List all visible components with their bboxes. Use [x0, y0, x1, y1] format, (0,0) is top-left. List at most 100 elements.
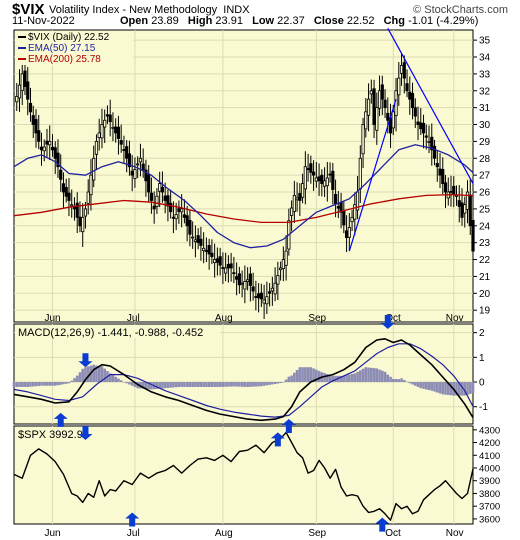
macd-histogram-bar: [51, 382, 54, 386]
macd-histogram-bar: [444, 382, 447, 395]
candle-body: [89, 174, 93, 196]
macd-histogram-bar: [284, 379, 288, 383]
macd-histogram-bar: [177, 382, 181, 387]
trendline: [348, 99, 397, 252]
macd-histogram-bar: [433, 382, 436, 392]
candle-body: [125, 146, 129, 159]
candle-body: [103, 119, 107, 128]
macd-histogram-bar: [262, 382, 266, 386]
candle-body: [119, 140, 123, 145]
candle-body: [196, 235, 200, 244]
macd-histogram-bar: [468, 382, 472, 394]
candle-body: [50, 146, 55, 151]
candle-body: [174, 214, 178, 220]
candle-body: [235, 276, 239, 280]
candle-body: [207, 244, 211, 255]
candle-body: [39, 146, 44, 151]
y-tick-label: 1: [479, 353, 485, 364]
macd-histogram-bar: [312, 368, 315, 383]
candle-body: [369, 90, 373, 95]
candle-body: [149, 192, 154, 201]
candle-body: [430, 136, 434, 151]
candle-body: [15, 95, 19, 103]
legend-label: $VIX (Daily) 22.52: [28, 32, 110, 43]
x-tick-label-bottom: Sep: [308, 528, 326, 539]
macd-histogram-bar: [95, 365, 98, 383]
macd-histogram-bar: [298, 367, 302, 383]
x-tick-label-top: Nov: [446, 313, 464, 324]
candle-body: [350, 216, 354, 223]
candle-body: [163, 195, 167, 201]
candle-body: [182, 214, 187, 218]
candle-body: [224, 267, 228, 274]
macd-histogram-bar: [86, 366, 90, 383]
candle-body: [133, 169, 137, 179]
candle-body: [309, 163, 313, 173]
macd-histogram-bar: [372, 368, 376, 383]
candle-body: [427, 140, 431, 143]
candle-body: [344, 230, 349, 239]
candle-body: [438, 168, 442, 176]
candle-body: [259, 292, 263, 300]
macd-histogram-bar: [158, 382, 161, 389]
candle-body: [53, 147, 57, 159]
candle-body: [284, 250, 288, 266]
macd-histogram-bar: [309, 367, 313, 383]
candle-body: [443, 182, 448, 193]
candle-body: [31, 115, 35, 125]
candle-body: [28, 102, 33, 113]
macd-histogram-bar: [34, 382, 38, 387]
macd-histogram-bar: [383, 371, 387, 383]
macd-histogram-bar: [210, 382, 214, 387]
macd-histogram-bar: [130, 382, 134, 386]
instrument-name: Volatility Index - New Methodology INDX: [49, 4, 250, 16]
macd-histogram-bar: [185, 382, 189, 387]
candle-body: [78, 216, 82, 227]
candle-body: [471, 219, 475, 252]
candle-body: [75, 202, 79, 218]
candle-body: [177, 208, 181, 213]
candle-body: [204, 250, 208, 252]
macd-histogram-bar: [70, 380, 74, 383]
candle-body: [279, 267, 283, 271]
candle-body: [180, 208, 184, 213]
y-tick-label: 31: [479, 103, 491, 114]
candle-body: [251, 286, 255, 292]
y-tick-label: 27: [479, 171, 491, 182]
macd-histogram-bar: [174, 382, 178, 388]
candle-body: [116, 126, 121, 139]
macd-histogram-bar: [331, 375, 335, 383]
macd-histogram-bar: [389, 376, 392, 383]
candle-body: [452, 185, 456, 195]
macd-legend-label: MACD(12,26,9) -1.441, -0.988, -0.452: [18, 327, 203, 339]
macd-histogram-bar: [295, 369, 299, 383]
candle-body: [67, 192, 71, 201]
candle-body: [70, 204, 74, 207]
candle-body: [202, 247, 206, 252]
blue-arrow-up: [125, 512, 140, 527]
y-tick-label: 25: [479, 204, 491, 215]
candle-body: [215, 258, 219, 263]
candle-body: [37, 130, 41, 142]
candle-body: [23, 70, 27, 87]
ema200-line: [13, 193, 474, 224]
candle-body: [114, 126, 118, 134]
candle-body: [292, 195, 296, 212]
candle-body: [402, 62, 406, 79]
candle-body: [218, 256, 222, 266]
candle-body: [300, 183, 305, 198]
blue-arrow-down: [380, 314, 395, 329]
macd-histogram-bar: [191, 382, 194, 387]
macd-histogram-bar: [194, 382, 197, 387]
candle-body: [188, 219, 192, 235]
candle-body: [317, 176, 321, 182]
macd-panel-bg: [13, 323, 474, 425]
macd-histogram-bar: [216, 382, 219, 387]
candle-body: [328, 173, 332, 176]
candle-body: [413, 107, 417, 117]
macd-histogram-bar: [367, 367, 370, 383]
macd-histogram-bar: [111, 375, 115, 383]
candle-body: [435, 162, 439, 168]
